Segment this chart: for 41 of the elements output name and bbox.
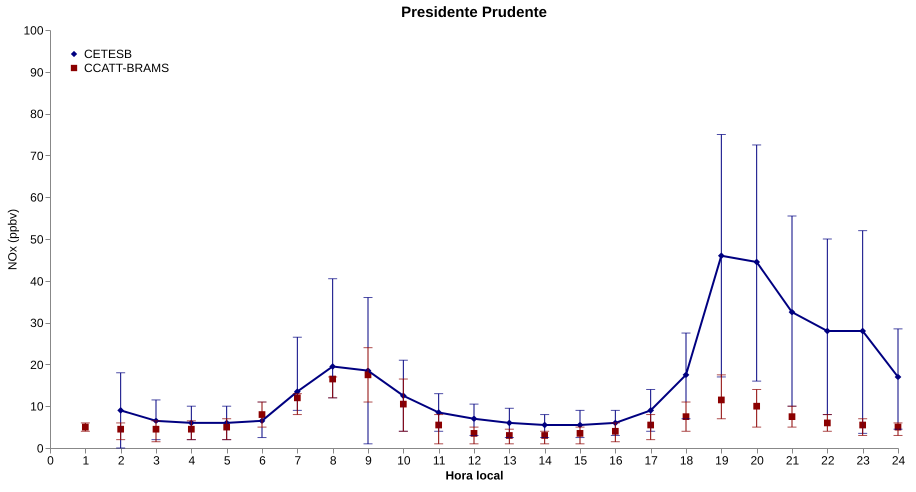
y-tick-label: 10 (30, 400, 44, 414)
x-tick-label: 6 (259, 454, 266, 468)
x-tick-label: 14 (538, 454, 552, 468)
y-tick-label: 100 (23, 24, 44, 38)
x-tick-label: 15 (574, 454, 588, 468)
y-tick-label: 20 (30, 358, 44, 372)
x-tick-label: 17 (644, 454, 658, 468)
chart-title: Presidente Prudente (401, 4, 547, 21)
x-tick-label: 18 (680, 454, 694, 468)
y-tick-label: 80 (30, 107, 44, 122)
x-tick-label: 20 (750, 454, 764, 468)
legend-label: CCATT-BRAMS (84, 61, 170, 75)
y-tick-label: 50 (30, 232, 44, 246)
y-tick-label: 0 (36, 442, 44, 456)
x-tick-label: 1 (82, 454, 90, 468)
y-tick-label: 40 (30, 274, 44, 288)
x-tick-label: 2 (118, 454, 125, 468)
y-tick-label: 90 (30, 65, 44, 80)
x-tick-label: 10 (397, 454, 411, 468)
x-axis-title: Hora local (445, 468, 504, 482)
y-axis-title: NOx (ppbv) (5, 208, 20, 270)
x-tick-label: 16 (609, 454, 623, 468)
x-tick-label: 5 (224, 454, 231, 468)
x-tick-label: 24 (892, 454, 906, 468)
x-tick-label: 13 (503, 454, 517, 468)
x-tick-label: 23 (856, 454, 870, 468)
y-tick-label: 30 (30, 316, 44, 330)
x-tick-label: 21 (786, 454, 800, 468)
x-tick-label: 19 (715, 454, 729, 468)
legend-label: CETESB (84, 47, 132, 61)
x-tick-label: 7 (294, 454, 302, 468)
x-tick-label: 8 (330, 454, 337, 468)
x-tick-label: 4 (188, 454, 196, 468)
x-tick-label: 12 (468, 454, 482, 468)
x-tick-label: 0 (47, 454, 54, 468)
y-tick-label: 70 (30, 148, 44, 163)
x-tick-label: 9 (365, 454, 372, 468)
y-tick-label: 60 (30, 190, 44, 205)
x-tick-label: 3 (153, 454, 160, 468)
x-tick-label: 11 (432, 454, 446, 468)
x-tick-label: 22 (821, 454, 835, 468)
